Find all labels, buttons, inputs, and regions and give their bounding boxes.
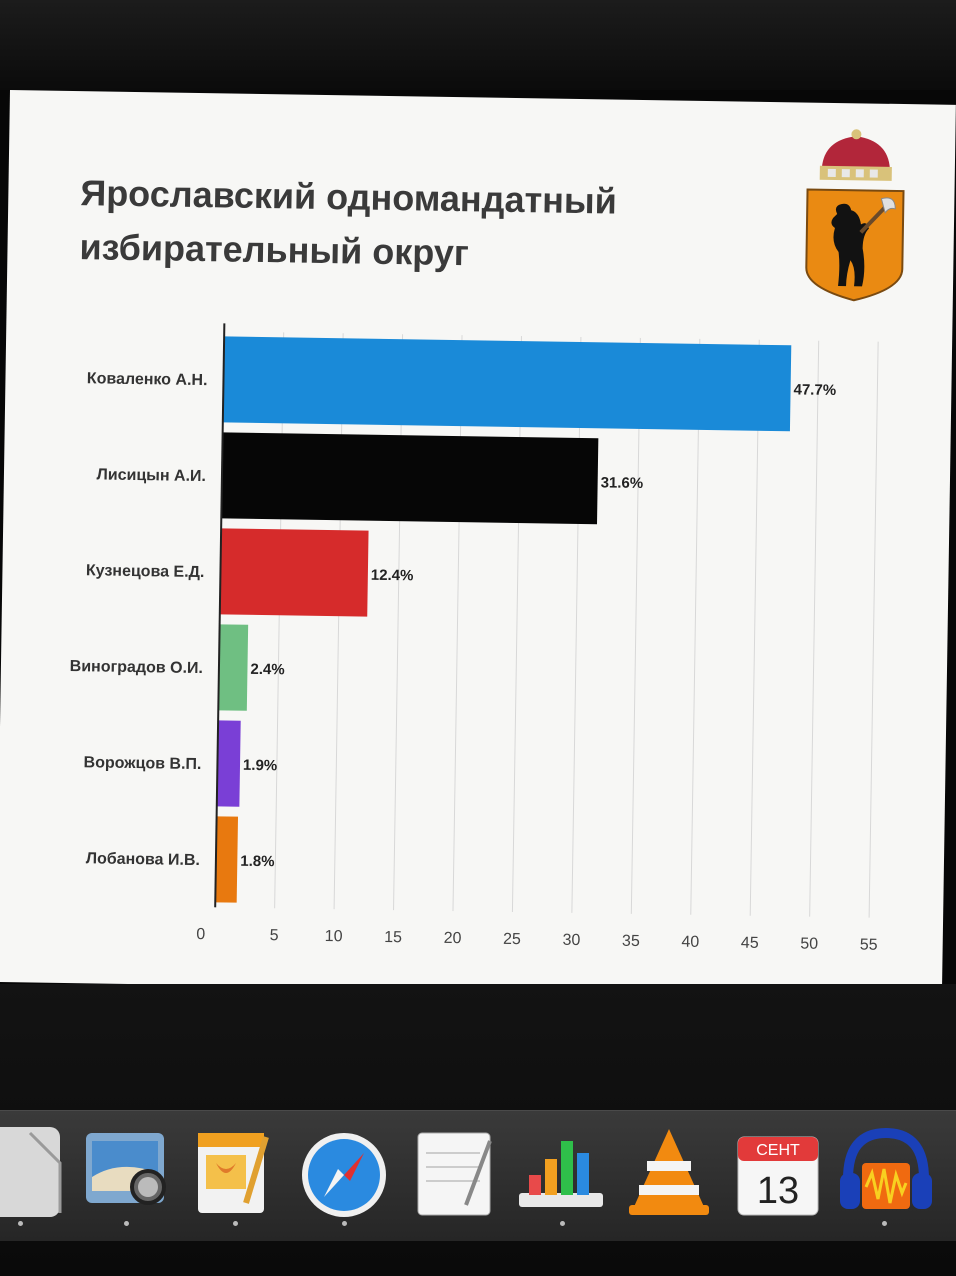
safari-icon[interactable] [298,1123,394,1219]
calendar-day-label: 13 [757,1170,799,1212]
data-label: 31.6% [601,474,644,492]
coat-of-arms-icon [805,129,905,302]
data-label: 47.7% [793,381,836,399]
x-tick-label: 25 [503,931,521,948]
vlc-icon[interactable] [625,1123,721,1219]
gridline [749,339,760,916]
category-label: Кузнецова Е.Д. [86,562,205,581]
numbers-icon[interactable] [515,1123,611,1219]
running-indicator [18,1221,23,1226]
gridline [690,338,701,915]
x-tick-label: 20 [444,930,462,947]
bar [215,816,239,903]
x-tick-label: 10 [325,928,343,945]
monitor-bezel [0,0,956,90]
gridline [393,334,404,911]
bar-chart: Коваленко А.Н. 47.7% Лисицын А.И. 31.6% Кузн… [70,323,879,954]
running-indicator [560,1221,565,1226]
category-label: Лобанова И.В. [86,850,200,869]
bar [221,432,599,525]
x-tick-label: 15 [384,929,402,946]
category-label: Виноградов О.И. [70,658,203,677]
category-label: Ворожцов В.П. [83,754,201,773]
data-label: 1.8% [240,853,274,871]
running-indicator [342,1221,347,1226]
calendar-icon[interactable]: СЕНТ 13 [732,1123,828,1219]
audacity-icon[interactable] [838,1123,934,1219]
x-tick-label: 35 [622,933,640,950]
preview-icon[interactable] [80,1123,176,1219]
running-indicator [882,1221,887,1226]
gridline [630,337,641,914]
category-label: Лисицын А.И. [96,466,206,485]
presentation-slide: Ярославский одномандатный избирательный … [0,90,956,997]
gridline [333,333,344,910]
gridline [809,340,820,917]
dock: СЕНТ 13 [0,1110,956,1241]
gridline [511,336,522,913]
x-tick-label: 50 [800,936,818,953]
x-tick-label: 40 [681,934,699,951]
finder-partial-icon[interactable] [0,1123,66,1219]
x-tick-label: 45 [741,935,759,952]
slide-title: Ярославский одномандатный избирательный … [79,172,618,274]
gridline [571,336,582,913]
data-label: 2.4% [250,661,284,679]
bar [219,528,369,617]
textedit-icon[interactable] [410,1123,506,1219]
x-tick-label: 5 [270,927,279,944]
x-tick-label: 55 [860,936,878,953]
x-tick-label: 0 [196,926,205,943]
gridline [868,341,879,918]
x-tick-label: 30 [562,932,580,949]
running-indicator [124,1221,129,1226]
calendar-month-label: СЕНТ [756,1142,800,1159]
gridline [274,332,285,909]
gridline [452,335,463,912]
running-indicator [233,1221,238,1226]
bar [218,624,249,711]
data-label: 12.4% [371,567,414,585]
bar [216,720,241,807]
data-label: 1.9% [243,757,277,775]
category-label: Коваленко А.Н. [87,370,208,389]
bar [222,336,792,432]
pages-icon[interactable] [188,1123,284,1219]
y-axis-line [214,323,226,908]
